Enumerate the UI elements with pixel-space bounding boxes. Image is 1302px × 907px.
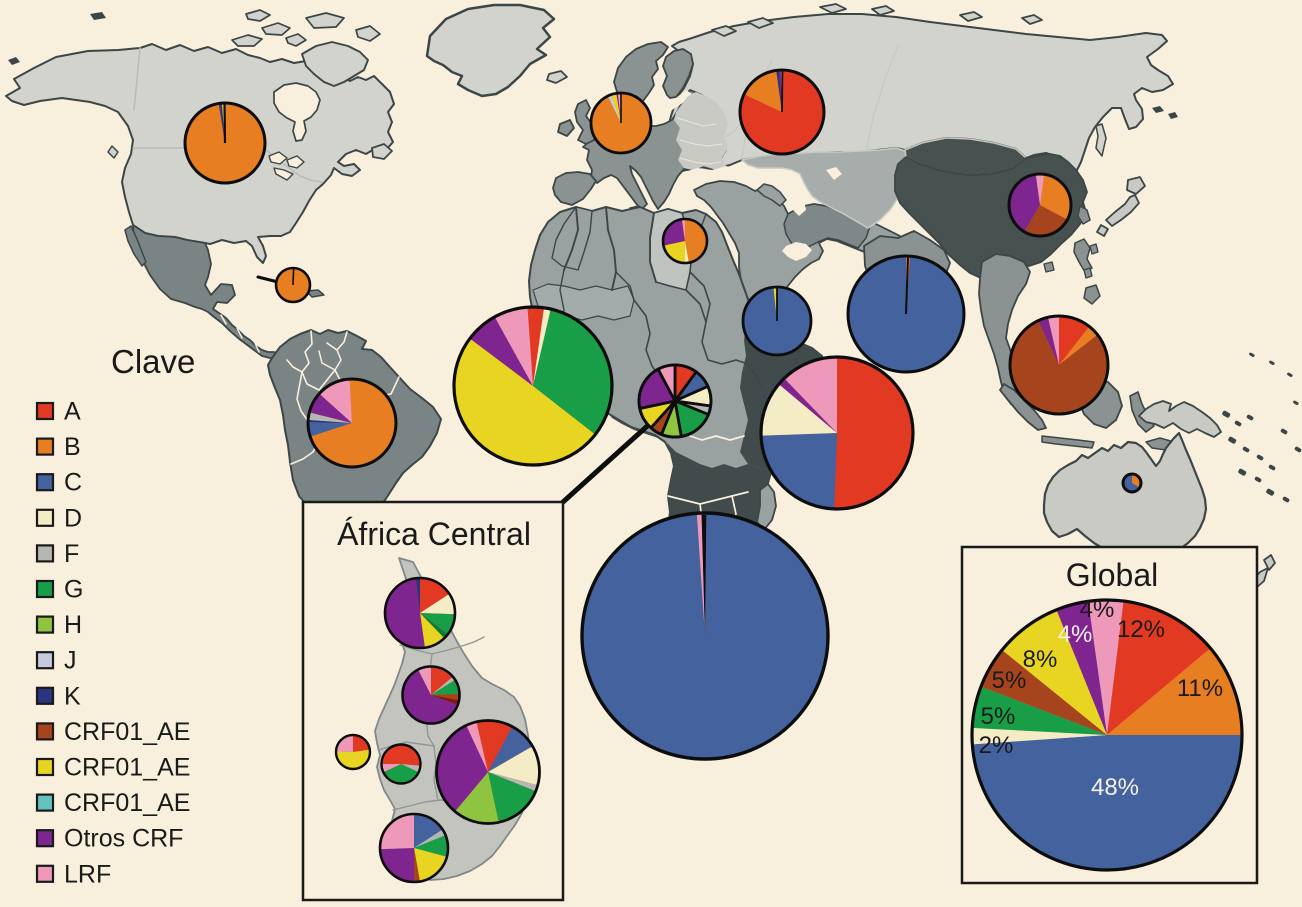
svg-text:48%: 48% xyxy=(1091,774,1139,801)
svg-text:CRF01_AE: CRF01_AE xyxy=(64,789,190,817)
svg-text:Otros CRF: Otros CRF xyxy=(64,825,183,853)
svg-text:A: A xyxy=(64,398,81,426)
svg-text:J: J xyxy=(64,647,77,675)
svg-text:Global: Global xyxy=(1066,557,1159,593)
svg-text:LRF: LRF xyxy=(64,860,111,888)
svg-text:CRF01_AE: CRF01_AE xyxy=(64,718,190,746)
svg-text:2%: 2% xyxy=(979,732,1014,759)
svg-text:G: G xyxy=(64,576,83,604)
svg-text:4%: 4% xyxy=(1058,621,1093,648)
svg-text:F: F xyxy=(64,540,79,568)
svg-text:K: K xyxy=(64,682,81,710)
svg-text:CRF01_AE: CRF01_AE xyxy=(64,754,190,782)
svg-text:H: H xyxy=(64,611,82,639)
svg-text:11%: 11% xyxy=(1177,675,1223,702)
svg-text:8%: 8% xyxy=(1023,646,1058,673)
svg-text:C: C xyxy=(64,469,82,497)
svg-text:5%: 5% xyxy=(981,703,1016,730)
svg-text:12%: 12% xyxy=(1117,616,1165,643)
svg-text:5%: 5% xyxy=(992,667,1027,694)
svg-text:África Central: África Central xyxy=(337,516,531,552)
svg-text:Clave: Clave xyxy=(111,343,195,380)
svg-text:D: D xyxy=(64,504,82,532)
svg-text:B: B xyxy=(64,433,81,461)
svg-text:4%: 4% xyxy=(1080,596,1115,623)
